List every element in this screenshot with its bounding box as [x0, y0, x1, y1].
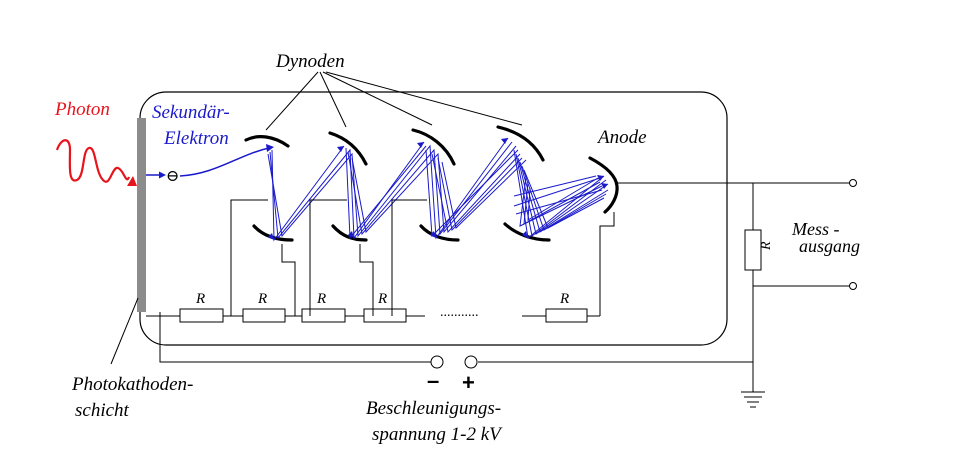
ellipsis: ........... [440, 305, 479, 320]
photokathoden-label-line2: schicht [75, 400, 130, 421]
resistor-ladder [146, 308, 600, 323]
dynode-wiring [230, 199, 615, 316]
photocathode-layer [137, 118, 146, 312]
photon-arrowhead [127, 176, 137, 186]
output-terminal-bottom[interactable] [849, 282, 857, 290]
photokathoden-label-line1: Photokathoden- [71, 374, 193, 395]
minus-sign: – [427, 368, 439, 393]
dynode-group [244, 125, 619, 242]
photocathode-pointer [110, 297, 139, 365]
plus-sign: + [462, 370, 475, 395]
photon-wave [55, 139, 131, 183]
beschleunigung-label-line2: spannung 1-2 kV [372, 424, 503, 445]
dynode-1-upper [244, 135, 290, 148]
dynoden-label: Dynoden [275, 51, 345, 72]
mess-label-line1: Mess - [791, 219, 840, 239]
voltage-terminal-plus[interactable] [464, 355, 478, 369]
output-wiring [159, 182, 850, 408]
terminals [430, 179, 857, 369]
dynode-2-lower [331, 224, 368, 242]
resistor-label-3: R [316, 291, 326, 307]
dynode-2-upper [328, 131, 368, 166]
anode-plate [588, 156, 619, 214]
sekundaer-label-line1: Sekundär- [152, 102, 230, 123]
sekundaer-label-line2: Elektron [163, 128, 229, 149]
electron-cascade [267, 137, 609, 242]
electron-arrow-1-head [159, 171, 166, 179]
resistor-label-output: R [759, 241, 774, 251]
electron-path-to-dynode [179, 147, 270, 177]
photon-label: Photon [54, 99, 110, 120]
dynode-3-lower [419, 224, 460, 242]
anode-label: Anode [596, 127, 647, 148]
resistor-label-2: R [257, 291, 267, 307]
electron-symbol: ⊖ [166, 168, 179, 185]
electron-arrowheads [268, 138, 608, 240]
beschleunigung-label-line1: Beschleunigungs- [366, 398, 501, 419]
voltage-terminal-minus[interactable] [430, 355, 444, 369]
mess-label-line2: ausgang [799, 236, 860, 256]
dynode-3-upper [411, 128, 456, 166]
electron-path-head [266, 144, 274, 152]
resistor-label-4: R [377, 291, 387, 307]
dynoden-pointers [265, 71, 523, 131]
resistor-label-5: R [559, 291, 569, 307]
dynode-4-upper [496, 125, 545, 162]
output-terminal-top[interactable] [849, 179, 857, 187]
resistor-label-1: R [195, 291, 205, 307]
